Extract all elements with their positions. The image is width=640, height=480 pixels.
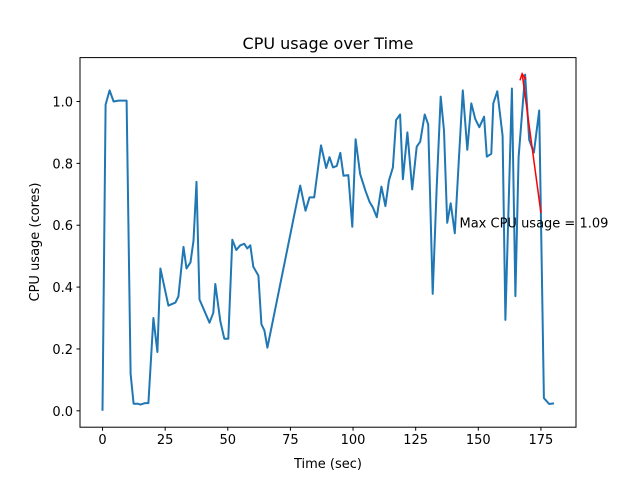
arrow-head-icon: [519, 71, 527, 81]
x-tick-label: 125: [403, 433, 428, 448]
annotation-text: Max CPU usage = 1.09: [460, 216, 609, 231]
x-axis: 0 25 50 75 100 125 150 175: [98, 427, 553, 448]
x-axis-label: Time (sec): [293, 457, 362, 472]
y-tick-label: 0.4: [52, 281, 73, 296]
chart-title: CPU usage over Time: [243, 34, 414, 53]
axes-frame: [79, 57, 577, 428]
y-tick-label: 0.6: [52, 219, 73, 234]
y-tick-label: 0.0: [52, 405, 73, 420]
x-tick-label: 100: [341, 433, 366, 448]
x-tick-label: 0: [98, 433, 106, 448]
plot-area: [101, 73, 555, 411]
annotation: Max CPU usage = 1.09: [460, 71, 609, 231]
y-tick-label: 0.8: [52, 157, 73, 172]
x-tick-label: 75: [282, 433, 299, 448]
x-tick-label: 150: [466, 433, 491, 448]
y-tick-label: 1.0: [52, 96, 73, 111]
x-tick-label: 25: [157, 433, 174, 448]
y-tick-label: 0.2: [52, 343, 73, 358]
series-line-cpu-usage: [101, 73, 555, 411]
x-tick-label: 50: [220, 433, 237, 448]
y-axis: 0.0 0.2 0.4 0.6 0.8 1.0: [52, 96, 80, 420]
annotation-arrow: [521, 73, 542, 213]
y-axis-label: CPU usage (cores): [28, 183, 43, 302]
x-tick-label: 175: [529, 433, 554, 448]
